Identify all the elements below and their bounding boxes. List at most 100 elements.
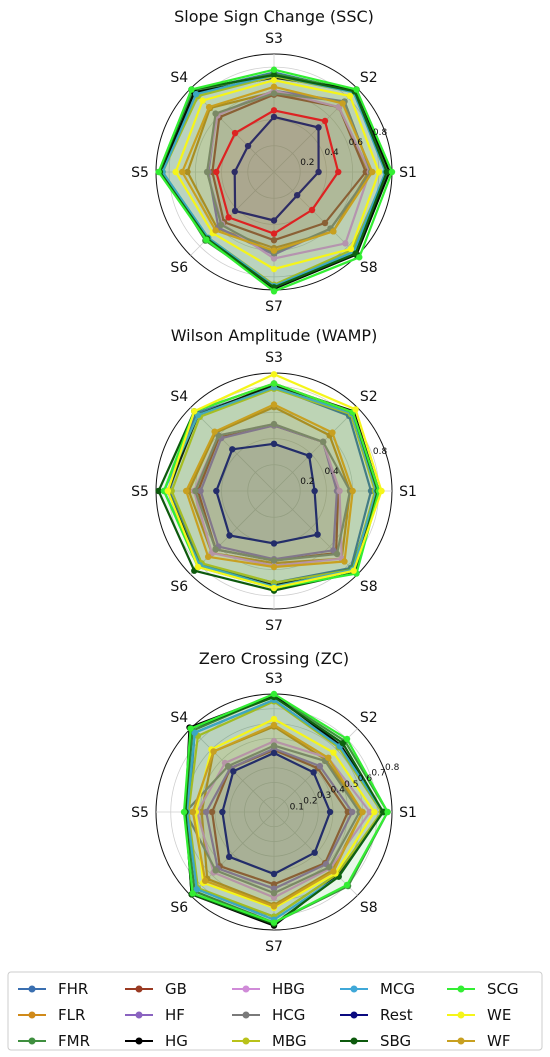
data-point xyxy=(155,487,162,495)
data-point xyxy=(212,227,219,234)
legend-label: HG xyxy=(165,1032,188,1050)
series-fill xyxy=(182,86,373,251)
data-point xyxy=(306,452,313,459)
data-point xyxy=(375,168,383,176)
data-point xyxy=(197,487,204,495)
series-Rest xyxy=(213,440,321,547)
data-point xyxy=(270,71,278,79)
data-point xyxy=(270,749,278,757)
series-Rest xyxy=(231,113,322,224)
data-point xyxy=(270,870,278,878)
legend-marker xyxy=(28,985,36,993)
data-point xyxy=(342,240,349,247)
data-point xyxy=(366,808,374,816)
data-point xyxy=(202,808,210,816)
data-point xyxy=(315,168,322,176)
data-point xyxy=(270,885,278,892)
data-point xyxy=(219,808,226,816)
legend-item-sbg: SBG xyxy=(340,1032,411,1050)
data-point xyxy=(270,690,278,698)
series-fill xyxy=(198,425,339,561)
legend-marker xyxy=(242,1037,250,1045)
legend-label: WF xyxy=(487,1032,510,1050)
legend-frame xyxy=(7,971,543,1051)
data-point xyxy=(330,749,337,756)
r-tick-label: 0.6 xyxy=(358,774,373,784)
data-point xyxy=(270,715,278,723)
axis-label-S6: S6 xyxy=(170,579,188,595)
data-point xyxy=(310,769,317,776)
data-point xyxy=(189,890,196,897)
radar-chart-2: Wilson Amplitude (WAMP) 0.2 0.4 0.8 S1 S2 S3 S4… xyxy=(131,326,417,634)
legend-marker xyxy=(28,1037,36,1045)
data-point xyxy=(231,207,239,215)
series-fill xyxy=(216,110,339,234)
r-tick-label: 0.4 xyxy=(331,785,346,795)
legend-item-rest: Rest xyxy=(340,1006,413,1024)
data-point xyxy=(212,546,219,553)
legend-marker xyxy=(457,1011,465,1019)
data-point xyxy=(353,86,360,93)
data-point xyxy=(333,550,341,558)
data-point xyxy=(270,113,278,121)
series-fill xyxy=(216,443,318,544)
legend-label: WE xyxy=(487,1006,511,1024)
legend-label: SCG xyxy=(487,980,519,998)
legend-item-fhr: FHR xyxy=(18,980,88,998)
data-point xyxy=(270,563,278,571)
data-point xyxy=(319,438,327,446)
data-point xyxy=(172,168,179,176)
data-point xyxy=(224,762,232,770)
data-point xyxy=(205,103,213,111)
axis-label-S6: S6 xyxy=(170,260,188,276)
legend-item-hcg: HCG xyxy=(232,1006,305,1024)
data-point xyxy=(270,440,278,447)
r-tick-label: 0.4 xyxy=(324,467,339,477)
data-point xyxy=(270,738,278,745)
data-point xyxy=(293,191,301,199)
axis-label-S8: S8 xyxy=(360,260,378,276)
data-point xyxy=(356,254,363,261)
data-point xyxy=(379,808,387,816)
legend-item-fmr: FMR xyxy=(18,1032,90,1050)
series-HCG xyxy=(192,420,354,564)
axis-label-S5: S5 xyxy=(131,805,149,821)
data-point xyxy=(194,563,202,571)
legend-item-mbg: MBG xyxy=(232,1032,307,1050)
legend-label: HBG xyxy=(272,980,305,998)
data-point xyxy=(359,808,366,816)
axis-label-S3: S3 xyxy=(265,31,283,47)
data-point xyxy=(343,881,351,889)
series-WF xyxy=(189,721,366,910)
data-point xyxy=(180,808,188,816)
legend-item-gb: GB xyxy=(125,980,187,998)
data-point xyxy=(325,754,332,761)
data-point xyxy=(270,66,278,73)
data-point xyxy=(270,919,278,926)
data-point xyxy=(270,380,278,387)
axis-label-S5: S5 xyxy=(131,484,149,500)
legend-marker xyxy=(28,1011,36,1019)
data-point xyxy=(226,532,233,539)
data-point xyxy=(164,487,171,495)
r-tick-label: 0.6 xyxy=(349,138,364,148)
r-tick-label: 0.2 xyxy=(303,797,317,807)
data-point xyxy=(231,168,238,176)
series-fill xyxy=(195,719,375,908)
data-point xyxy=(371,808,378,816)
legend-marker xyxy=(242,1011,250,1019)
data-point xyxy=(270,721,278,729)
data-point xyxy=(383,168,390,176)
series-fill xyxy=(163,387,377,587)
legend-marker xyxy=(350,985,358,993)
data-point xyxy=(203,168,211,176)
data-point xyxy=(193,885,201,893)
r-tick-label: 0.4 xyxy=(324,148,339,158)
legend-marker xyxy=(457,985,465,993)
data-point xyxy=(270,420,278,428)
charts-layer: Slope Sign Change (SSC) 0.2 0.4 0.6 0.8 S1 S2 S… xyxy=(131,7,417,955)
data-point xyxy=(230,768,237,775)
data-point xyxy=(270,889,278,897)
series-fill xyxy=(197,741,370,898)
